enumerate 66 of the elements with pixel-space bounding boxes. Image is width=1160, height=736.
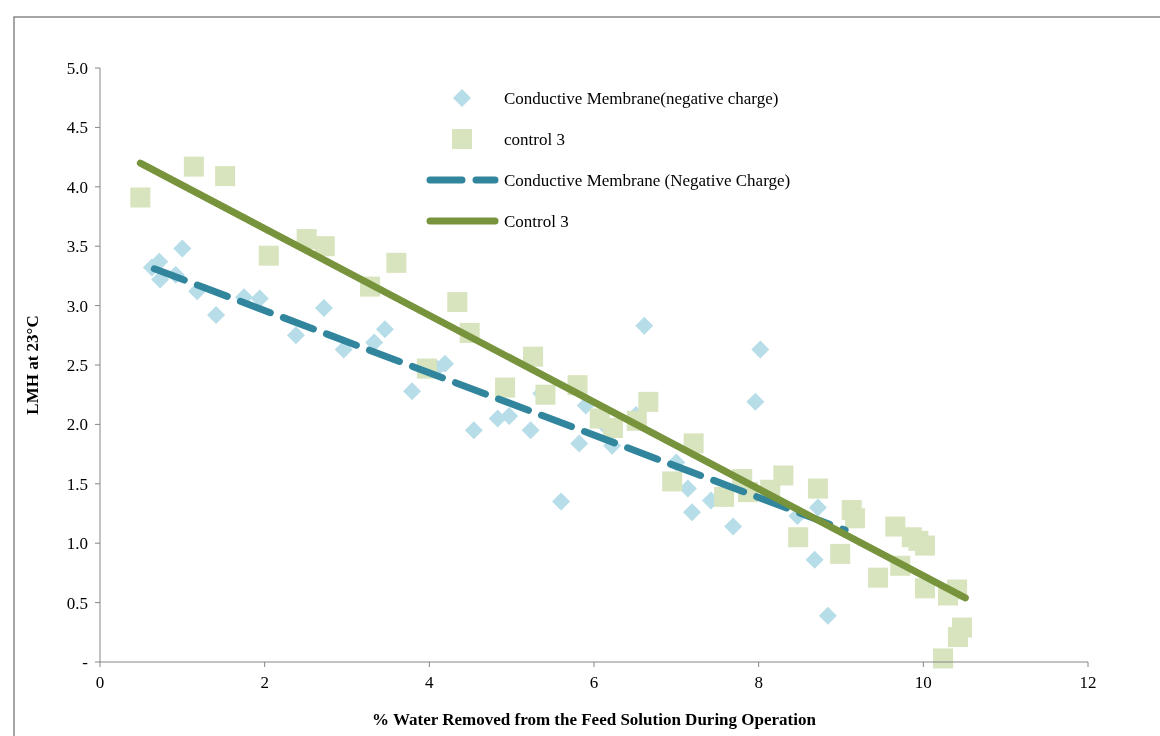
point [552, 492, 571, 511]
point [808, 498, 827, 517]
point [286, 326, 305, 345]
point [464, 421, 483, 440]
y-tick-label: 4.0 [66, 177, 88, 197]
point [523, 346, 544, 367]
legend-label: Control 3 [504, 211, 569, 231]
point [868, 567, 889, 588]
x-tick-label: 8 [754, 673, 763, 692]
point [724, 517, 743, 536]
point [314, 236, 335, 257]
point [635, 316, 654, 335]
point [447, 292, 468, 313]
x-tick-label: 0 [95, 673, 105, 692]
point [638, 391, 659, 412]
x-tick-label: 4 [425, 673, 435, 692]
point [602, 417, 623, 438]
x-tick-label: 2 [260, 673, 269, 692]
y-tick-label: 4.5 [66, 118, 88, 138]
y-tick-label: 0.5 [66, 593, 88, 613]
point [885, 516, 906, 537]
point [521, 421, 540, 440]
point [818, 606, 837, 625]
y-axis-title: LMH at 23°C [23, 315, 42, 415]
y-tick-label: 1.0 [66, 534, 88, 554]
x-tick-label: 10 [914, 673, 932, 692]
point [807, 478, 828, 499]
point [183, 156, 204, 177]
y-tick-label: 3.5 [66, 237, 88, 257]
point [845, 508, 865, 529]
y-tick-label: 2.5 [66, 355, 88, 375]
point [215, 166, 236, 187]
point [805, 550, 824, 569]
x-tick-label: 6 [589, 673, 599, 692]
point [130, 187, 151, 208]
point [788, 527, 809, 548]
point [773, 465, 794, 486]
point [375, 320, 394, 339]
y-tick-label: 1.5 [66, 474, 88, 494]
x-axis-title: % Water Removed from the Feed Solution During Operation [372, 710, 817, 729]
point [751, 340, 770, 359]
point [535, 384, 556, 405]
y-tick-label: 3.0 [66, 296, 88, 316]
point [746, 392, 765, 411]
legend-label: Conductive Membrane (Negative Charge) [504, 170, 791, 190]
y-tick-label: 5.0 [66, 58, 88, 78]
legend-label: control 3 [504, 129, 565, 149]
point [386, 252, 407, 273]
y-tick-label: - [82, 652, 89, 672]
y-tick-label: 2.0 [66, 415, 88, 435]
point [682, 503, 701, 522]
point [173, 239, 192, 258]
point [495, 377, 516, 398]
point [258, 245, 279, 266]
x-tick-label: 12 [1079, 673, 1097, 692]
point [250, 289, 269, 308]
point [662, 471, 683, 492]
point [403, 382, 422, 401]
point [500, 407, 519, 426]
point [830, 543, 851, 564]
point [714, 486, 735, 507]
point [933, 648, 954, 669]
point [570, 434, 589, 453]
legend-label: Conductive Membrane(negative charge) [504, 88, 779, 108]
point [314, 298, 333, 317]
point [207, 306, 226, 325]
